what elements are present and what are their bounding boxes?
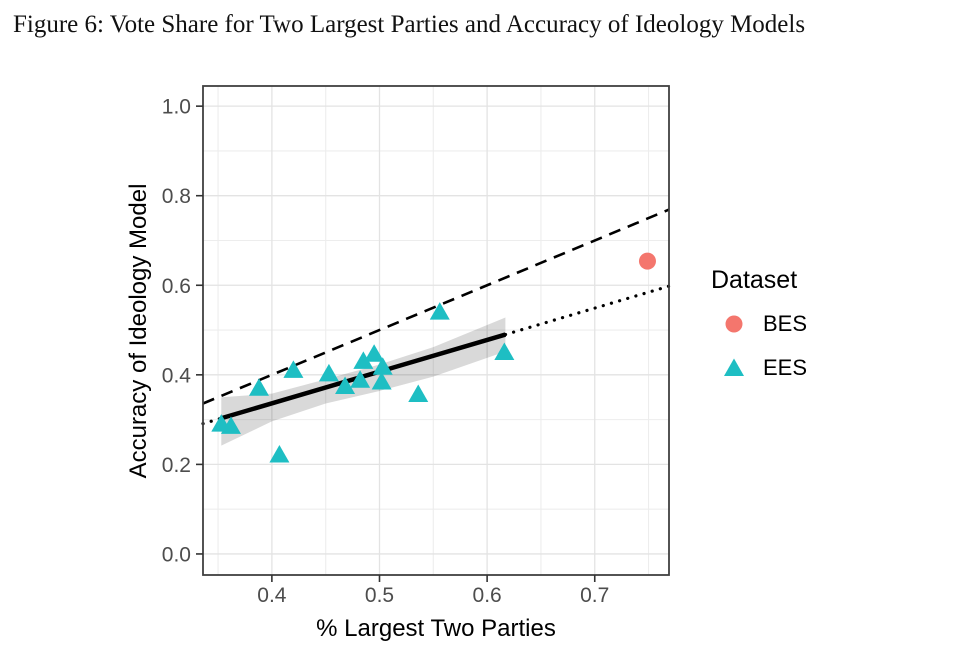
x-tick-label: 0.6 [473, 584, 502, 607]
x-tick-label: 0.7 [580, 584, 609, 607]
y-axis-title: Accuracy of Ideology Model [125, 183, 152, 479]
data-point-ees [372, 357, 393, 375]
legend-item-ees: EES [721, 355, 807, 381]
data-point-ees [335, 376, 356, 394]
x-tick-label: 0.4 [257, 584, 287, 607]
y-tick-label: 0.0 [162, 543, 191, 566]
x-axis-title: % Largest Two Parties [316, 615, 556, 642]
identity-line [202, 208, 670, 405]
legend-label-bes: BES [763, 311, 808, 336]
y-tick-label: 0.4 [162, 364, 192, 387]
ees-triangle-glyph [724, 358, 744, 376]
panel-border [202, 85, 670, 576]
legend-item-bes: BES [721, 311, 807, 337]
fit-extension-right [503, 284, 671, 337]
data-point-ees [371, 371, 392, 390]
data-point-ees [429, 302, 450, 320]
data-point-ees [248, 378, 269, 396]
data-point-ees [353, 351, 374, 369]
legend-label-ees: EES [763, 355, 808, 380]
data-point-ees [494, 342, 515, 360]
y-tick-label: 1.0 [162, 96, 191, 119]
data-point-ees [283, 360, 304, 378]
bes-circle-glyph [725, 315, 743, 333]
y-tick-label: 0.8 [162, 185, 191, 208]
data-point-ees [318, 363, 339, 382]
bes-circle-icon [725, 315, 743, 333]
x-tick-label: 0.5 [365, 584, 394, 607]
data-point-ees [364, 344, 385, 362]
ees-triangle-icon [724, 358, 744, 376]
data-point-ees [269, 444, 290, 463]
fit-extension-left [201, 416, 223, 426]
data-point-bes [638, 252, 656, 270]
figure-title: Figure 6: Vote Share for Two Largest Par… [13, 11, 806, 38]
data-point-ees [350, 370, 371, 388]
data-point-ees [408, 384, 429, 403]
y-tick-label: 0.2 [162, 454, 191, 477]
legend-title: Dataset [711, 266, 798, 294]
data-point-ees [220, 416, 241, 434]
legend: Dataset BES EES [711, 266, 807, 399]
y-tick-label: 0.6 [162, 275, 191, 298]
